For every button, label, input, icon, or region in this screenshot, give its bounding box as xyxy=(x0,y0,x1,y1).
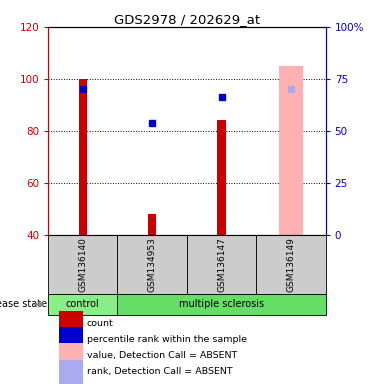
Bar xyxy=(279,66,303,235)
Bar xyxy=(79,79,87,235)
Text: control: control xyxy=(66,300,100,310)
Bar xyxy=(256,235,326,294)
Text: GSM136140: GSM136140 xyxy=(78,237,87,292)
Text: GSM134953: GSM134953 xyxy=(148,237,157,292)
Text: percentile rank within the sample: percentile rank within the sample xyxy=(87,335,247,344)
Text: count: count xyxy=(87,318,114,328)
Text: GSM136149: GSM136149 xyxy=(286,237,295,292)
Bar xyxy=(118,235,187,294)
Text: disease state: disease state xyxy=(0,300,47,310)
Bar xyxy=(218,121,226,235)
Bar xyxy=(59,311,83,335)
Title: GDS2978 / 202629_at: GDS2978 / 202629_at xyxy=(114,13,260,26)
Bar xyxy=(48,294,118,315)
Bar xyxy=(59,327,83,352)
Text: rank, Detection Call = ABSENT: rank, Detection Call = ABSENT xyxy=(87,367,233,376)
Bar xyxy=(59,343,83,368)
Text: GSM136147: GSM136147 xyxy=(217,237,226,292)
Bar xyxy=(148,214,157,235)
Text: multiple sclerosis: multiple sclerosis xyxy=(179,300,264,310)
Bar xyxy=(48,235,118,294)
Text: value, Detection Call = ABSENT: value, Detection Call = ABSENT xyxy=(87,351,237,360)
Bar xyxy=(118,294,326,315)
Bar xyxy=(59,359,83,384)
Bar xyxy=(187,235,256,294)
